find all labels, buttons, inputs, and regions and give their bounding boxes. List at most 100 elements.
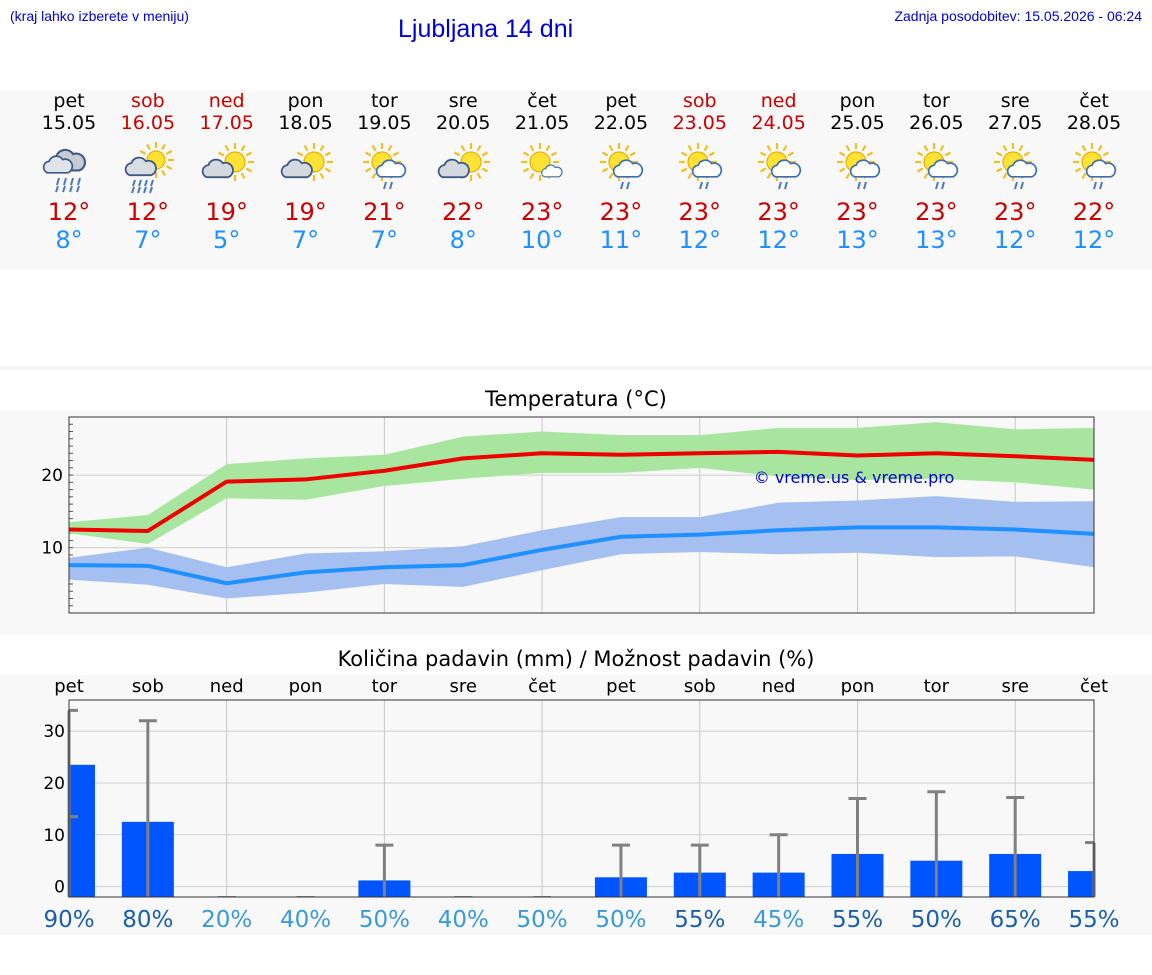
rain-drop — [704, 181, 709, 190]
rain-drop — [62, 185, 66, 193]
last-updated: Zadnja posodobitev: 15.05.2026 - 06:24 — [894, 8, 1142, 24]
sun-ray — [245, 151, 252, 157]
sun-ray — [680, 151, 688, 157]
cloud — [770, 159, 801, 178]
sun-cloud-light-rain-icon — [757, 143, 801, 190]
day-name: pet — [53, 90, 85, 112]
day-name: sre — [448, 90, 478, 112]
day-name: čet — [527, 90, 557, 112]
day-name: sob — [683, 90, 717, 112]
cloud — [42, 155, 74, 174]
sun-ray — [996, 167, 1003, 173]
min-temperature: 5° — [213, 226, 241, 254]
sun-ray — [165, 165, 172, 170]
precipitation-bar — [69, 764, 95, 897]
max-temperature: 23° — [599, 198, 643, 226]
sun-ray — [687, 144, 693, 152]
min-temperature: 7° — [370, 226, 399, 254]
sun-ray — [703, 144, 709, 152]
sun-cloud-light-rain-icon — [1073, 143, 1117, 190]
sun-ray — [529, 172, 535, 180]
day-date: 22.05 — [593, 112, 649, 134]
sun-ray — [240, 144, 246, 152]
precipitation-probability: 55% — [674, 907, 725, 933]
day-date: 21.05 — [514, 112, 570, 134]
sun-ray — [145, 143, 151, 151]
day-date: 23.05 — [672, 112, 727, 134]
sun-cloud-rain-icon — [124, 142, 174, 194]
sun-ray — [160, 143, 166, 151]
precipitation-probability: 50% — [595, 907, 646, 933]
temperature-chart: 10 20 © vreme.us & vreme.pro — [41, 416, 1095, 614]
sun-ray — [917, 167, 924, 173]
sun-ray — [319, 144, 324, 152]
sun-ray — [624, 144, 630, 152]
rain-drop — [63, 177, 67, 186]
sun-ray — [687, 172, 693, 180]
cloud — [280, 158, 313, 179]
rain-drop — [777, 181, 782, 190]
precipitation-probability: 50% — [359, 907, 410, 933]
watermark: © vreme.us & vreme.pro — [754, 468, 955, 487]
sun-ray — [838, 167, 845, 173]
day-date: 18.05 — [278, 112, 333, 134]
x-tick-label: sre — [450, 676, 477, 697]
sun-small-cloud-icon — [521, 143, 563, 181]
sun-ray — [303, 144, 308, 152]
sun-ray — [324, 167, 331, 173]
x-tick-label: čet — [1080, 676, 1108, 697]
sun-ray — [523, 167, 530, 173]
precipitation-bar — [1068, 871, 1094, 897]
sun-ray — [759, 151, 766, 157]
rain-drop — [698, 181, 703, 190]
sun-ray — [923, 172, 929, 180]
min-temperature: 8° — [449, 226, 477, 254]
precipitation-probability: 80% — [122, 907, 173, 933]
rain-drop — [137, 179, 142, 187]
x-tick-label: tor — [372, 676, 398, 697]
sun-ray — [1081, 172, 1087, 180]
min-temperature: 12° — [757, 226, 800, 254]
day-date: 27.05 — [987, 112, 1043, 134]
sun-ray — [139, 150, 147, 155]
cloud — [124, 156, 157, 177]
precipitation-probability: 50% — [517, 907, 568, 933]
sun-ray — [224, 144, 230, 152]
sun-cloud-light-rain-icon — [599, 143, 644, 190]
sun-disc — [529, 151, 551, 173]
sun-ray — [1002, 144, 1008, 152]
sun-ray — [759, 167, 766, 173]
precipitation-probability: 40% — [280, 907, 331, 933]
day-date: 24.05 — [751, 112, 806, 134]
temperature-chart-title: Temperatura (°C) — [485, 387, 667, 411]
min-temperature: 13° — [915, 226, 958, 254]
sun-ray — [324, 151, 331, 157]
day-name: ned — [208, 90, 245, 112]
sun-ray — [787, 151, 794, 157]
day-name: sre — [1000, 90, 1030, 112]
rain-drop — [783, 181, 788, 190]
cloud — [1007, 159, 1038, 178]
min-temperature: 8° — [55, 226, 83, 254]
rain-drop — [389, 181, 394, 190]
min-temperature: 12° — [678, 226, 722, 254]
rain-drop — [1093, 181, 1098, 190]
cloud — [612, 159, 644, 178]
cloud — [849, 159, 880, 178]
sun-ray — [923, 144, 929, 152]
sun-ray — [371, 144, 377, 152]
sun-ray — [476, 172, 482, 180]
cloud — [541, 164, 563, 178]
y-tick-label: 30 — [43, 722, 65, 742]
x-tick-label: sob — [132, 676, 164, 697]
rain-drop — [1099, 181, 1104, 190]
plot-border — [68, 699, 1095, 898]
max-temperature: 22° — [441, 198, 485, 226]
sun-ray — [393, 151, 400, 157]
sun-cloud-light-rain-icon — [915, 143, 959, 190]
sun-ray — [165, 150, 172, 155]
plot-border — [68, 416, 1095, 614]
sun-ray — [861, 144, 866, 152]
max-temperature: 23° — [993, 198, 1037, 226]
sun-ray — [460, 144, 466, 152]
